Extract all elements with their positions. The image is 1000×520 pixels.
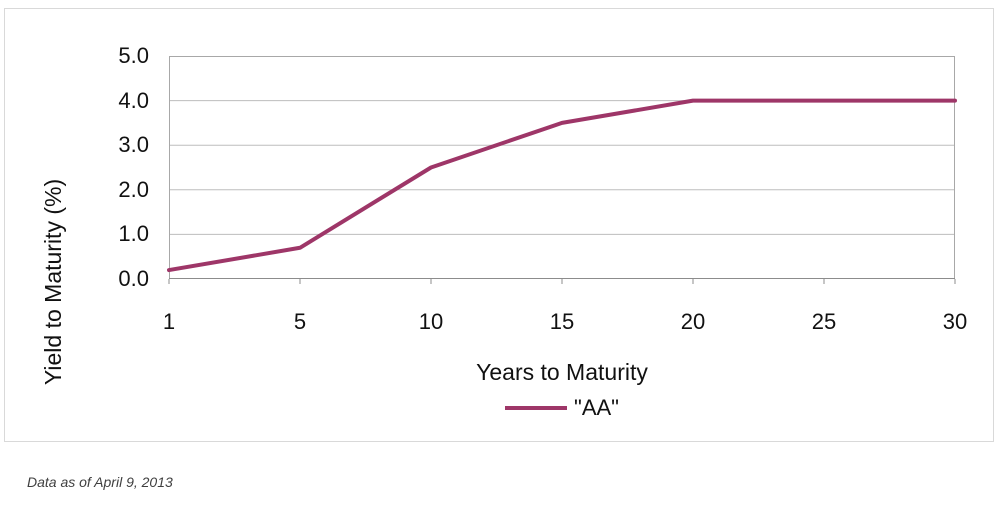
plot-area — [167, 56, 957, 284]
line-chart — [167, 56, 957, 284]
x-tick-label: 20 — [680, 309, 706, 334]
x-tick-label: 30 — [942, 309, 968, 334]
x-tick-label: 1 — [162, 309, 176, 334]
series-line — [167, 98, 957, 273]
x-tick-label: 15 — [549, 309, 575, 334]
y-tick-label: 1.0 — [118, 221, 149, 247]
y-tick-label: 4.0 — [118, 87, 149, 113]
y-axis-title-text: Yield to Maturity (%) — [39, 178, 66, 386]
footer-note: Data as of April 9, 2013 — [27, 474, 173, 490]
legend: "AA" — [169, 395, 955, 421]
x-tick-label: 5 — [293, 309, 307, 334]
y-tick-label: 5.0 — [118, 43, 149, 68]
x-tick-label: 25 — [811, 309, 837, 334]
legend-line-swatch — [505, 406, 568, 410]
x-tick-label: 10 — [418, 309, 444, 334]
y-tick-label: 2.0 — [118, 176, 149, 202]
plot-border — [169, 56, 955, 279]
y-tick-label: 0.0 — [118, 266, 149, 291]
x-axis-title: Years to Maturity — [476, 359, 648, 385]
legend-series-label: "AA" — [574, 395, 619, 420]
chart-container: Yield to Maturity (%) 0.0 1.0 2.0 3.0 4.0 5.0… — [4, 8, 994, 442]
y-tick-label: 3.0 — [118, 132, 149, 158]
